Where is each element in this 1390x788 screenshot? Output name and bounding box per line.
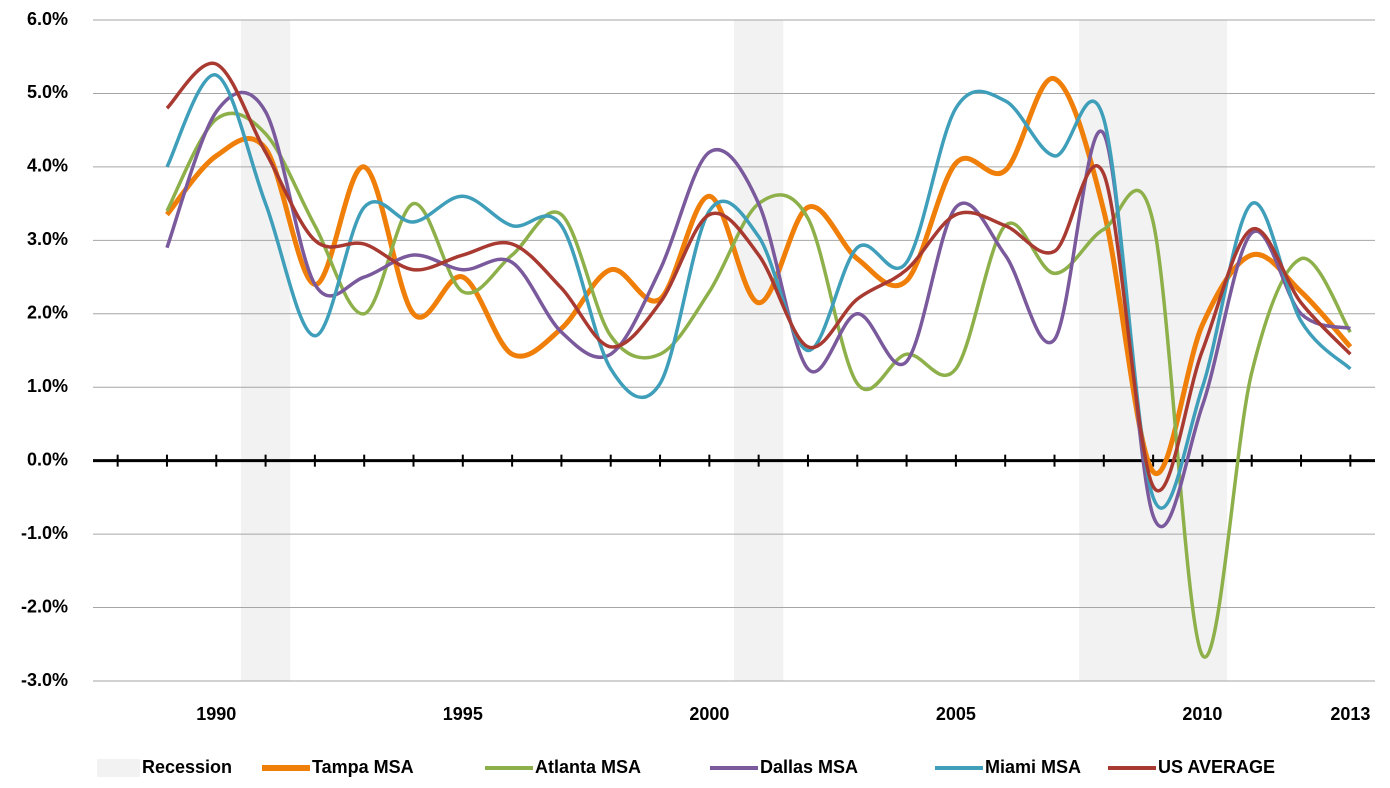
series-line bbox=[165, 90, 1351, 528]
y-tick-label: 4.0% bbox=[27, 156, 68, 176]
legend-label: Atlanta MSA bbox=[535, 757, 641, 777]
recession-band bbox=[1079, 20, 1228, 681]
series-line bbox=[165, 73, 1352, 510]
series-line bbox=[165, 76, 1353, 477]
recession-band bbox=[240, 20, 291, 681]
x-tick-label: 2005 bbox=[936, 704, 976, 724]
x-tick-label: 2013 bbox=[1330, 704, 1370, 724]
y-tick-label: -2.0% bbox=[21, 596, 68, 616]
legend-label: US AVERAGE bbox=[1158, 757, 1275, 777]
series-line bbox=[165, 61, 1352, 493]
legend-label: Recession bbox=[142, 757, 232, 777]
y-tick-label: 3.0% bbox=[27, 229, 68, 249]
x-tick-label: 1995 bbox=[443, 704, 483, 724]
y-tick-label: -1.0% bbox=[21, 523, 68, 543]
legend-label: Tampa MSA bbox=[312, 757, 414, 777]
legend-swatch bbox=[97, 759, 140, 777]
legend-label: Dallas MSA bbox=[760, 757, 858, 777]
y-tick-label: 1.0% bbox=[27, 376, 68, 396]
recession-band bbox=[734, 20, 784, 681]
y-tick-label: 5.0% bbox=[27, 82, 68, 102]
y-tick-label: 0.0% bbox=[27, 449, 68, 469]
y-tick-label: 2.0% bbox=[27, 303, 68, 323]
x-tick-label: 2010 bbox=[1182, 704, 1222, 724]
legend-label: Miami MSA bbox=[985, 757, 1081, 777]
x-tick-label: 2000 bbox=[689, 704, 729, 724]
x-tick-label: 1990 bbox=[196, 704, 236, 724]
y-tick-label: -3.0% bbox=[21, 670, 68, 690]
y-tick-label: 6.0% bbox=[27, 9, 68, 29]
series-line bbox=[165, 111, 1352, 659]
